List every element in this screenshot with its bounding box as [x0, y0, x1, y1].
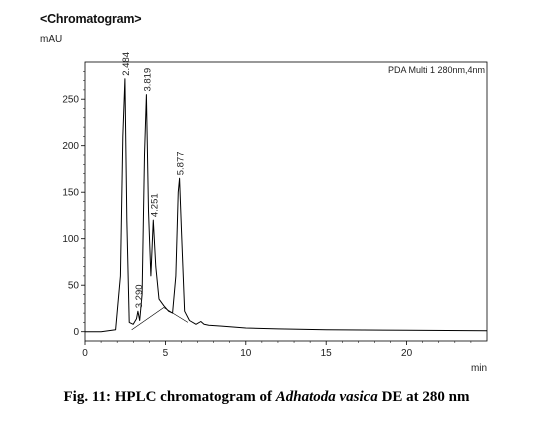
plot-frame	[84, 61, 488, 342]
x-tick-label: 15	[321, 348, 333, 359]
y-tick-label: 250	[62, 95, 79, 106]
peak-label: 3.290	[134, 284, 145, 308]
y-tick-label: 0	[73, 327, 79, 338]
detector-label: PDA Multi 1 280nm,4nm	[388, 65, 485, 75]
peak-label: 2.484	[121, 52, 132, 76]
x-tick-label: 20	[401, 348, 413, 359]
chart-title: <Chromatogram>	[40, 12, 142, 26]
peak-label: 4.251	[149, 193, 160, 217]
plot-area: 0 50 100 150 200 250 0 5 10 15 20 min PDA Multi 1 28…	[62, 52, 488, 374]
y-axis-unit: mAU	[40, 34, 63, 45]
baseline-drift	[131, 307, 189, 331]
y-tick-label: 50	[68, 281, 80, 292]
x-tick-label: 10	[240, 348, 252, 359]
x-axis-unit: min	[471, 363, 487, 374]
caption-suffix: DE at 280 nm	[377, 389, 470, 405]
y-tick-label: 200	[62, 141, 79, 152]
peak-label: 5.877	[176, 151, 187, 175]
figure-caption: Fig. 11: HPLC chromatogram of Adhatoda v…	[0, 389, 533, 406]
y-tick-label: 150	[62, 188, 79, 199]
caption-species: Adhatoda vasica	[275, 389, 378, 405]
y-tick-label: 100	[62, 234, 79, 245]
peak-label: 3.819	[142, 68, 153, 92]
x-tick-label: 0	[82, 348, 88, 359]
chromatogram-trace	[85, 78, 488, 333]
x-tick-label: 5	[163, 348, 169, 359]
caption-prefix: Fig. 11: HPLC chromatogram of	[63, 389, 276, 405]
